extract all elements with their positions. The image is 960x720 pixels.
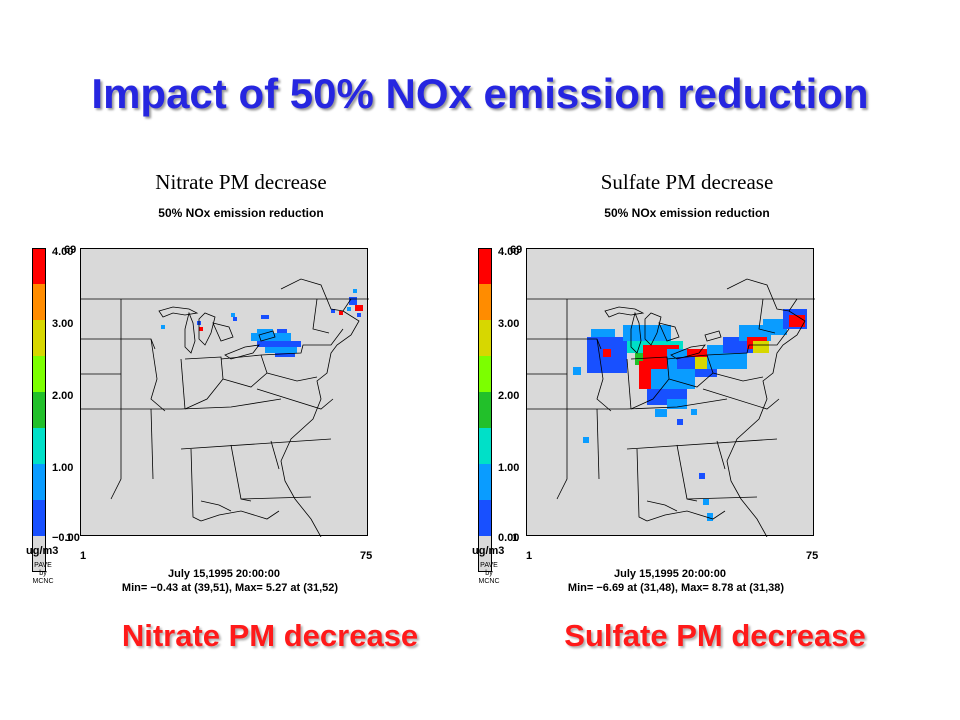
x-max-label: 75 [806,550,819,562]
map-cell [161,325,165,329]
legend-swatch [478,356,492,392]
map-cell [251,333,291,341]
map-cell [355,305,363,311]
legend-swatch [478,284,492,320]
map-cell [261,315,269,319]
legend-tick: 1.00 [52,462,74,474]
legend-swatch [32,392,46,428]
map-cell [331,309,335,313]
panel-subtitle: 50% NOx emission reduction [158,206,324,220]
y-max-label: 69 [510,244,523,256]
credit-label: PAVE by MCNC [478,562,500,585]
unit-label: ug/m3 [26,545,59,557]
map-cell [691,409,697,415]
state-borders [527,278,815,537]
map-cell [277,329,287,333]
x-min-label: 1 [80,550,87,562]
y-min-label: 1 [66,532,73,544]
map-cell [707,513,713,521]
legend-swatch [32,248,46,284]
color-legend [32,248,46,572]
legend-swatch [32,284,46,320]
panel-title: Nitrate PM decrease [155,170,327,194]
legend-swatch [32,320,46,356]
map-cell [651,369,695,389]
map-cell [233,317,237,321]
legend-tick: 0.00 [498,532,520,544]
legend-swatch [478,392,492,428]
panel-title: Sulfate PM decrease [600,170,774,194]
map-cell [573,367,581,375]
concentration-map [80,248,369,537]
map-cell [667,399,687,409]
nitrate-panel: Nitrate PM decrease 50% NOx emission red… [16,160,466,610]
map-cell [349,297,357,305]
legend-swatch [32,500,46,536]
x-max-label: 75 [360,550,373,562]
legend-swatch [478,464,492,500]
map-cell [763,319,787,335]
datetime-label: July 15,1995 20:00:00 [614,568,726,580]
legend-tick: 2.00 [498,390,520,402]
map-cell [347,307,351,311]
legend-tick: 4.00 [52,246,74,258]
minmax-label: Min= −0.43 at (39,51), Max= 5.27 at (31,… [121,582,339,594]
nitrate-caption: Nitrate PM decrease [121,618,419,653]
map-cell [275,353,295,357]
legend-swatch [478,536,492,572]
datetime-label: July 15,1995 20:00:00 [168,568,280,580]
panel-subtitle: 50% NOx emission reduction [604,206,770,220]
legend-tick: −0.00 [52,532,80,544]
map-cell [753,341,769,353]
legend-swatch [32,536,46,572]
legend-swatch [478,320,492,356]
map-cell [623,325,671,341]
map-graphic [527,278,815,537]
map-cell [257,329,273,333]
map-cell [699,473,705,479]
legend-swatch [32,428,46,464]
sulfate-panel: Sulfate PM decrease 50% NOx emission red… [462,160,912,610]
legend-tick: 3.00 [52,318,74,330]
legend-swatch [478,428,492,464]
map-cell [257,341,301,347]
map-cell [655,409,667,417]
map-cell [703,499,709,505]
map-cell [199,327,203,331]
legend-tick: 1.00 [498,462,520,474]
map-graphic [81,278,369,537]
legend-tick: 2.00 [52,390,74,402]
legend-tick: 4.00 [498,246,520,258]
map-cell [339,311,343,315]
legend-swatch [32,464,46,500]
y-min-label: 1 [512,532,519,544]
concentration-cells [573,309,807,521]
map-cell [265,347,297,353]
map-cell [677,419,683,425]
slide-title: Impact of 50% NOx emission reduction [91,70,869,117]
minmax-label: Min= −6.69 at (31,48), Max= 8.78 at (31,… [567,582,785,594]
concentration-cells [161,289,363,357]
color-legend [478,248,492,572]
map-cell [357,313,361,317]
legend-swatch [32,356,46,392]
map-cell [231,313,235,317]
legend-tick: 3.00 [498,318,520,330]
legend-swatch [478,500,492,536]
sulfate-caption: Sulfate PM decrease [564,618,866,653]
y-max-label: 69 [64,244,77,256]
map-cell [583,437,589,443]
map-cell [603,349,611,357]
x-min-label: 1 [526,550,533,562]
credit-label: PAVE by MCNC [32,562,54,585]
unit-label: ug/m3 [472,545,505,557]
state-borders [81,278,369,537]
map-cell [789,315,805,327]
concentration-map [526,248,815,537]
legend-swatch [478,248,492,284]
map-cell [353,289,357,293]
